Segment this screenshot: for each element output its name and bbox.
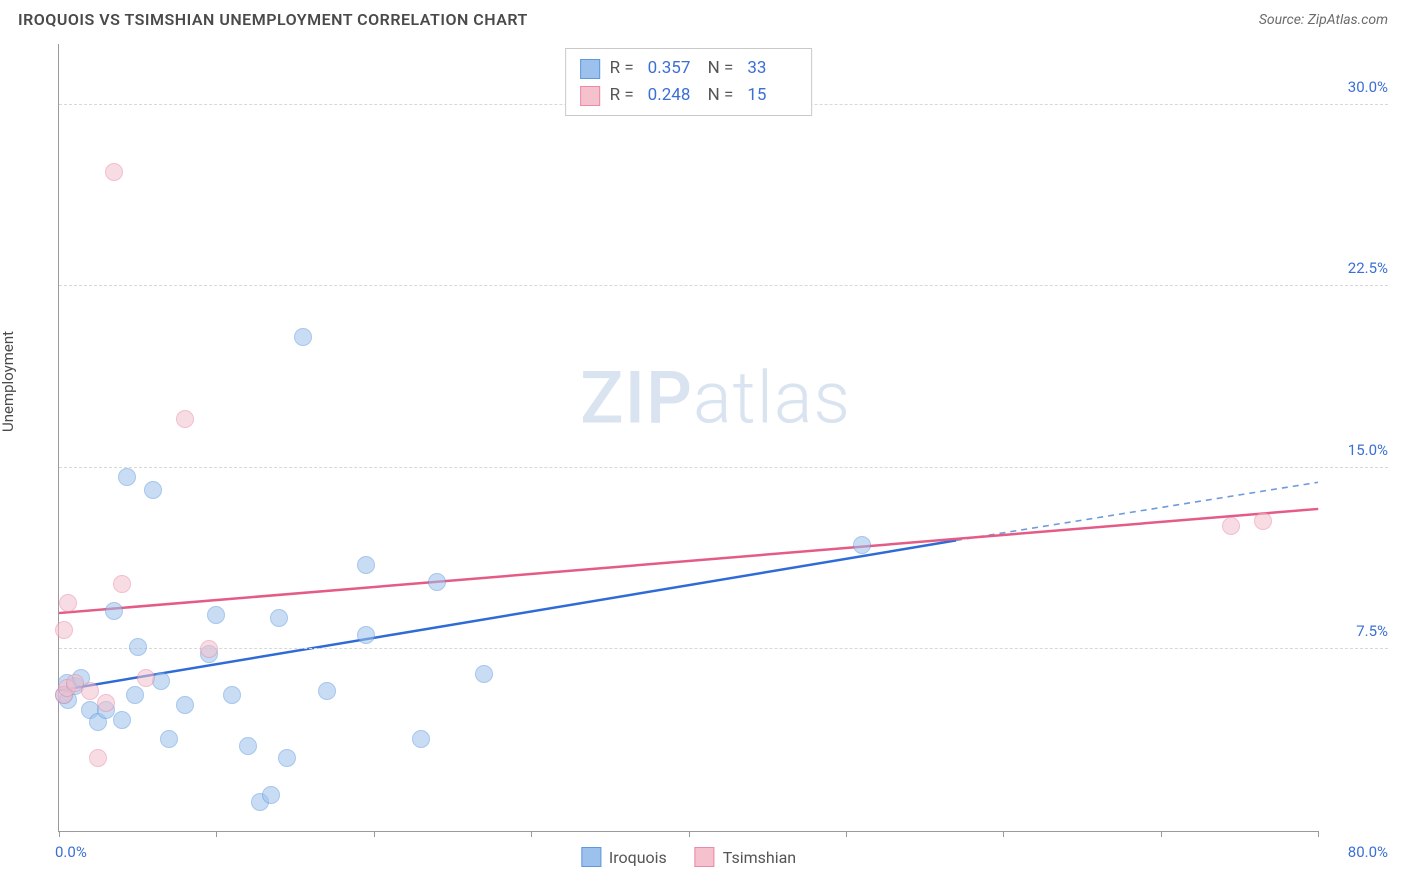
r-value-tsimshian: 0.248: [648, 82, 698, 109]
x-tick: [689, 831, 690, 837]
x-tick: [216, 831, 217, 837]
legend-label-tsimshian: Tsimshian: [723, 848, 796, 867]
data-point: [176, 696, 194, 714]
x-axis-max-label: 80.0%: [1328, 843, 1388, 861]
data-point: [475, 665, 493, 683]
data-point: [137, 669, 155, 687]
data-point: [97, 694, 115, 712]
swatch-tsimshian: [580, 86, 600, 106]
chart-container: Unemployment ZIPatlas R = 0.357 N = 33 R…: [18, 44, 1388, 882]
x-tick: [374, 831, 375, 837]
x-axis-min-label: 0.0%: [55, 843, 87, 861]
gridline: [59, 467, 1388, 468]
x-tick: [1161, 831, 1162, 837]
data-point: [105, 602, 123, 620]
data-point: [160, 730, 178, 748]
chart-title: IROQUOIS VS TSIMSHIAN UNEMPLOYMENT CORRE…: [18, 10, 528, 29]
y-tick-label: 30.0%: [1328, 78, 1388, 96]
data-point: [270, 609, 288, 627]
data-point: [262, 786, 280, 804]
data-point: [428, 573, 446, 591]
stats-row-iroquois: R = 0.357 N = 33: [580, 55, 798, 82]
data-point: [357, 556, 375, 574]
data-point: [1222, 517, 1240, 535]
data-point: [318, 682, 336, 700]
legend-label-iroquois: Iroquois: [609, 848, 667, 867]
stats-row-tsimshian: R = 0.248 N = 15: [580, 82, 798, 109]
data-point: [200, 640, 218, 658]
data-point: [89, 749, 107, 767]
series-legend: Iroquois Tsimshian: [581, 847, 796, 867]
n-value-iroquois: 33: [747, 55, 797, 82]
trend-line: [59, 540, 956, 690]
data-point: [294, 328, 312, 346]
data-point: [129, 638, 147, 656]
data-point: [144, 481, 162, 499]
gridline: [59, 285, 1388, 286]
gridline: [59, 648, 1388, 649]
data-point: [55, 621, 73, 639]
r-label: R =: [610, 82, 634, 109]
data-point: [81, 682, 99, 700]
x-tick: [846, 831, 847, 837]
data-point: [239, 737, 257, 755]
x-tick: [59, 831, 60, 837]
source-attribution: Source: ZipAtlas.com: [1259, 12, 1388, 28]
y-axis-label: Unemployment: [0, 331, 17, 432]
plot-area: ZIPatlas R = 0.357 N = 33 R = 0.248 N = …: [58, 44, 1318, 832]
data-point: [105, 163, 123, 181]
data-point: [207, 606, 225, 624]
stats-legend: R = 0.357 N = 33 R = 0.248 N = 15: [565, 48, 813, 116]
trend-line: [59, 509, 1318, 613]
r-value-iroquois: 0.357: [648, 55, 698, 82]
r-label: R =: [610, 55, 634, 82]
x-tick: [1318, 831, 1319, 837]
legend-item-tsimshian: Tsimshian: [695, 847, 796, 867]
swatch-iroquois: [580, 59, 600, 79]
y-tick-label: 15.0%: [1328, 441, 1388, 459]
y-tick-label: 7.5%: [1328, 622, 1388, 640]
n-label: N =: [708, 55, 734, 82]
n-label: N =: [708, 82, 734, 109]
data-point: [113, 575, 131, 593]
data-point: [152, 672, 170, 690]
legend-item-iroquois: Iroquois: [581, 847, 667, 867]
data-point: [223, 686, 241, 704]
data-point: [118, 468, 136, 486]
data-point: [278, 749, 296, 767]
data-point: [176, 410, 194, 428]
x-tick: [1003, 831, 1004, 837]
chart-header: IROQUOIS VS TSIMSHIAN UNEMPLOYMENT CORRE…: [0, 0, 1406, 37]
y-tick-label: 22.5%: [1328, 259, 1388, 277]
swatch-tsimshian: [695, 847, 715, 867]
data-point: [357, 626, 375, 644]
n-value-tsimshian: 15: [747, 82, 797, 109]
x-tick: [531, 831, 532, 837]
data-point: [59, 594, 77, 612]
data-point: [853, 536, 871, 554]
trendlines-svg: [59, 44, 1318, 831]
data-point: [412, 730, 430, 748]
data-point: [1254, 512, 1272, 530]
data-point: [113, 711, 131, 729]
swatch-iroquois: [581, 847, 601, 867]
data-point: [126, 686, 144, 704]
